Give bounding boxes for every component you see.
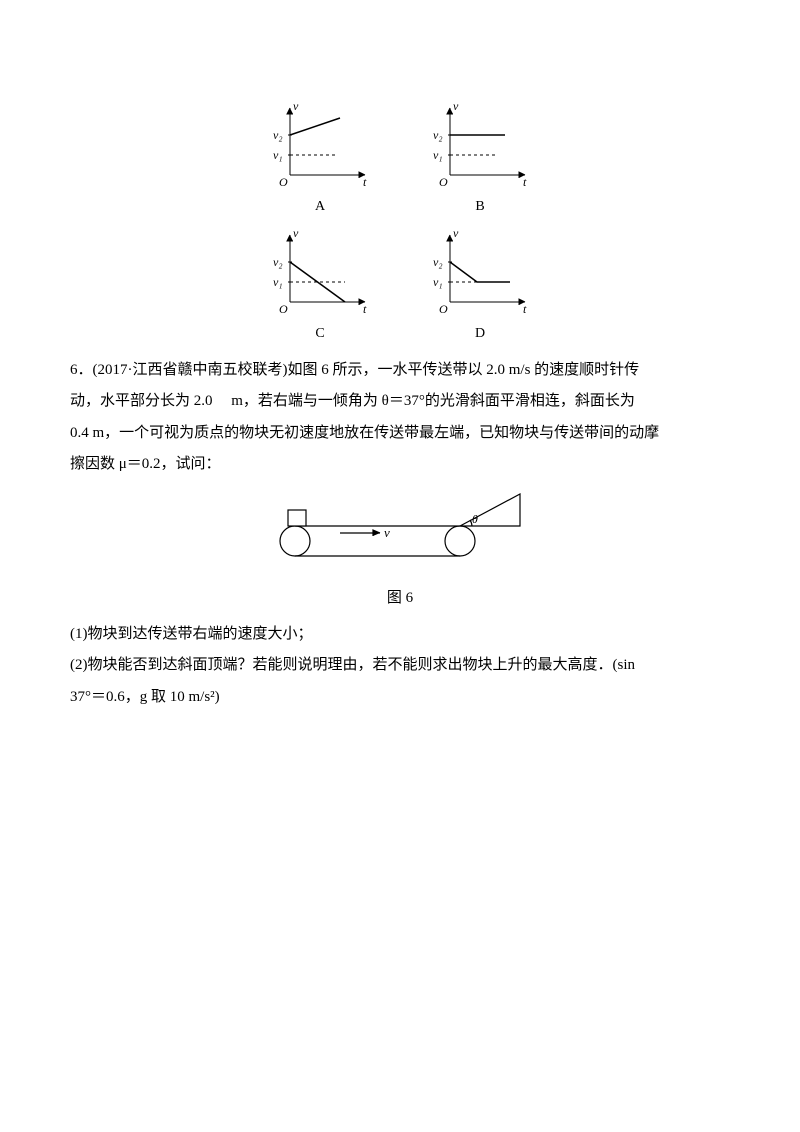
graph-B-svg: v v₂ v₁ O t (425, 100, 535, 190)
graph-C: v v₂ v₁ O t C (265, 227, 375, 348)
axis-t-label: t (363, 175, 367, 189)
figure-6: v θ (70, 489, 730, 582)
tick-v1: v₁ (433, 275, 443, 289)
tick-v2: v₂ (273, 255, 283, 269)
figure-6-caption: 图 6 (70, 583, 730, 615)
tick-v2: v₂ (433, 255, 443, 269)
tick-v1: v₁ (273, 148, 283, 162)
graph-B: v v₂ v₁ O t B (425, 100, 535, 221)
graphs-row-2: v v₂ v₁ O t C v (70, 227, 730, 348)
tick-v2: v₂ (433, 128, 443, 142)
graph-C-svg: v v₂ v₁ O t (265, 227, 375, 317)
q6-line1: 6．(2017·江西省赣中南五校联考)如图 6 所示，一水平传送带以 2.0 m… (70, 355, 730, 387)
graph-D-label: D (425, 319, 535, 348)
figure-6-svg: v θ (250, 489, 550, 569)
origin: O (439, 175, 448, 189)
tick-v1: v₁ (433, 148, 443, 162)
q6-line2: 动，水平部分长为 2.0 m，若右端与一倾角为 θ＝37°的光滑斜面平滑相连，斜… (70, 386, 730, 418)
fig-theta-label: θ (472, 512, 478, 526)
axis-v-label: v (453, 227, 459, 240)
graph-B-label: B (425, 192, 535, 221)
origin: O (279, 175, 288, 189)
tick-v1: v₁ (273, 275, 283, 289)
q6-sub2b: 37°＝0.6，g 取 10 m/s²) (70, 682, 730, 714)
graph-A-svg: v v₂ v₁ O t (265, 100, 375, 190)
graphs-row-1: v v₂ v₁ O t A v (70, 100, 730, 221)
q6-line3: 0.4 m，一个可视为质点的物块无初速度地放在传送带最左端，已知物块与传送带间的… (70, 418, 730, 450)
axis-t-label: t (523, 175, 527, 189)
axis-t-label: t (523, 302, 527, 316)
q6-line4: 擦因数 μ＝0.2，试问： (70, 449, 730, 481)
graph-A-label: A (265, 192, 375, 221)
fig-v-label: v (384, 525, 390, 540)
graph-D: v v₂ v₁ O t D (425, 227, 535, 348)
graph-A: v v₂ v₁ O t A (265, 100, 375, 221)
axis-t-label: t (363, 302, 367, 316)
q6-sub1: (1)物块到达传送带右端的速度大小； (70, 619, 730, 651)
page: v v₂ v₁ O t A v (0, 0, 800, 1132)
q6-sub2a: (2)物块能否到达斜面顶端？若能则说明理由，若不能则求出物块上升的最大高度．(s… (70, 650, 730, 682)
axis-v-label: v (293, 227, 299, 240)
axis-v-label: v (453, 100, 459, 113)
graph-D-svg: v v₂ v₁ O t (425, 227, 535, 317)
tick-v2: v₂ (273, 128, 283, 142)
origin: O (279, 302, 288, 316)
graph-C-label: C (265, 319, 375, 348)
axis-v-label: v (293, 100, 299, 113)
origin: O (439, 302, 448, 316)
